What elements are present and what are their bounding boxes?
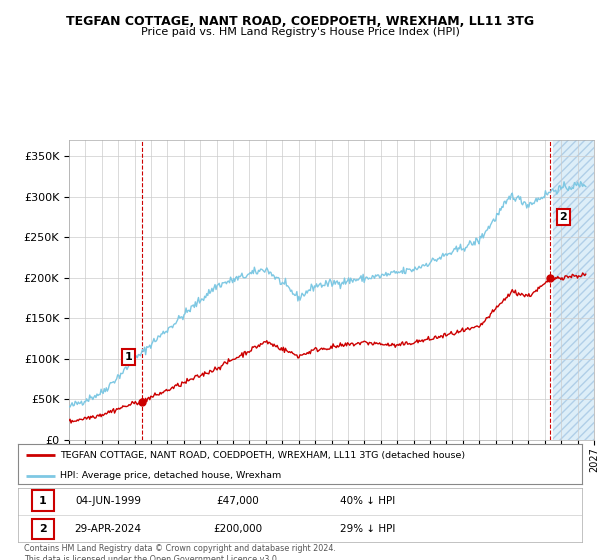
Text: 2: 2: [39, 524, 47, 534]
Text: 04-JUN-1999: 04-JUN-1999: [75, 496, 141, 506]
Text: £47,000: £47,000: [217, 496, 259, 506]
Bar: [553, 140, 594, 440]
Text: 40% ↓ HPI: 40% ↓ HPI: [340, 496, 395, 506]
Text: HPI: Average price, detached house, Wrexham: HPI: Average price, detached house, Wrex…: [60, 471, 281, 480]
Text: 29% ↓ HPI: 29% ↓ HPI: [340, 524, 395, 534]
Text: £200,000: £200,000: [214, 524, 263, 534]
Text: 29-APR-2024: 29-APR-2024: [75, 524, 142, 534]
Text: TEGFAN COTTAGE, NANT ROAD, COEDPOETH, WREXHAM, LL11 3TG: TEGFAN COTTAGE, NANT ROAD, COEDPOETH, WR…: [66, 15, 534, 28]
Bar: [553, 140, 594, 440]
Text: TEGFAN COTTAGE, NANT ROAD, COEDPOETH, WREXHAM, LL11 3TG (detached house): TEGFAN COTTAGE, NANT ROAD, COEDPOETH, WR…: [60, 451, 466, 460]
FancyBboxPatch shape: [32, 519, 53, 539]
Text: Price paid vs. HM Land Registry's House Price Index (HPI): Price paid vs. HM Land Registry's House …: [140, 27, 460, 37]
Text: 1: 1: [39, 496, 47, 506]
Text: 2: 2: [559, 212, 567, 222]
Text: Contains HM Land Registry data © Crown copyright and database right 2024.
This d: Contains HM Land Registry data © Crown c…: [24, 544, 336, 560]
Text: 1: 1: [125, 352, 133, 362]
FancyBboxPatch shape: [32, 491, 53, 511]
